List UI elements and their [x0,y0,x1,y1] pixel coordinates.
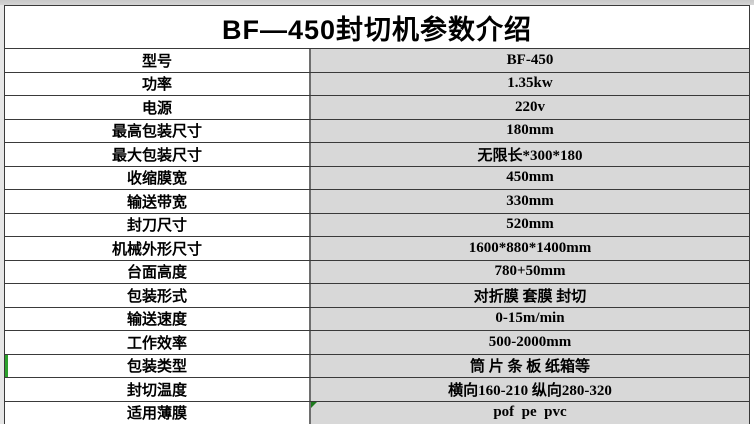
spec-value-cell[interactable]: 1600*880*1400mm [311,237,749,260]
spec-value: 330mm [506,192,554,209]
spec-value-cell[interactable]: 0-15m/min [311,307,749,330]
spec-label: 电源 [141,100,172,117]
spec-value: 横向160-210 纵向280-320 [448,382,612,399]
table-row: 包装类型 筒 片 条 板 纸箱等 [5,354,749,378]
table-title-cell[interactable]: BF—450封切机参数介绍 [5,6,749,49]
spec-table: BF—450封切机参数介绍 型号 BF-450 功率 1.35kw 电源 220… [4,5,750,424]
spec-value-cell[interactable]: 横向160-210 纵向280-320 [311,378,749,401]
spec-value: 无限长*300*180 [477,147,583,164]
table-row: 封切温度 横向160-210 纵向280-320 [5,378,749,402]
spec-value-cell[interactable]: 220v [311,96,749,119]
spec-value: 520mm [506,216,554,233]
spec-label-cell[interactable]: 功率 [5,72,311,95]
spec-label-cell[interactable]: 型号 [5,49,311,72]
table-row: 最高包装尺寸 180mm [5,119,749,143]
spec-value: BF-450 [506,51,554,68]
spec-label: 适用薄膜 [126,406,187,423]
spec-value-cell[interactable]: 筒 片 条 板 纸箱等 [311,354,749,377]
table-row: 台面高度 780+50mm [5,260,749,284]
table-row: 工作效率 500-2000mm [5,331,749,355]
spec-label-cell[interactable]: 适用薄膜 [5,401,311,424]
spec-value-cell[interactable]: 1.35kw [311,72,749,95]
spec-label: 机械外形尺寸 [111,241,202,258]
spec-label-cell[interactable]: 最高包装尺寸 [5,119,311,142]
spec-label: 台面高度 [126,265,187,282]
spec-value: 0-15m/min [495,310,565,327]
spec-label: 工作效率 [126,335,187,352]
table-row: 适用薄膜 pof pe pvc [5,401,749,424]
spec-label-cell[interactable]: 输送速度 [5,307,311,330]
spec-value-cell[interactable]: pof pe pvc [311,401,749,424]
spec-label-cell[interactable]: 机械外形尺寸 [5,237,311,260]
spec-label-cell[interactable]: 包装类型 [5,354,311,377]
table-row: 电源 220v [5,96,749,120]
spec-label: 型号 [141,53,172,70]
spec-label: 输送速度 [126,312,187,329]
spec-label: 包装类型 [126,359,187,376]
spec-value: 180mm [506,122,554,139]
table-row: 输送速度 0-15m/min [5,307,749,331]
spec-value-cell[interactable]: 500-2000mm [311,331,749,354]
table-row: 封刀尺寸 520mm [5,213,749,237]
sheet-left-margin-strip [0,5,4,424]
spec-label: 包装形式 [126,288,187,305]
spec-label: 收缩膜宽 [126,171,187,188]
table-row: 功率 1.35kw [5,72,749,96]
spec-value-cell[interactable]: 180mm [311,119,749,142]
spec-value: 1.35kw [507,75,553,92]
table-row: 最大包装尺寸 无限长*300*180 [5,143,749,167]
spec-value: 对折膜 套膜 封切 [473,288,587,305]
spec-value: 筒 片 条 板 纸箱等 [469,359,590,376]
spec-label: 输送带宽 [126,194,187,211]
spec-label-cell[interactable]: 最大包装尺寸 [5,143,311,166]
spec-value-cell[interactable]: 450mm [311,166,749,189]
table-row: 机械外形尺寸 1600*880*1400mm [5,237,749,261]
spec-value: 220v [515,98,545,115]
spec-rows: 型号 BF-450 功率 1.35kw 电源 220v 最高包装尺寸 180mm… [5,49,749,424]
sheet-top-edge-strip [0,0,754,5]
spec-value-cell[interactable]: 无限长*300*180 [311,143,749,166]
spec-label-cell[interactable]: 封切温度 [5,378,311,401]
spec-label: 封切温度 [126,382,187,399]
spec-label-cell[interactable]: 电源 [5,96,311,119]
table-row: 包装形式 对折膜 套膜 封切 [5,284,749,308]
spec-value-cell[interactable]: 330mm [311,190,749,213]
spec-label: 最大包装尺寸 [111,147,202,164]
spec-label-cell[interactable]: 收缩膜宽 [5,166,311,189]
spec-label-cell[interactable]: 工作效率 [5,331,311,354]
spec-value-cell[interactable]: BF-450 [311,49,749,72]
spec-value: 500-2000mm [488,333,572,350]
spec-value: pof pe pvc [493,404,567,421]
spec-label: 最高包装尺寸 [111,124,202,141]
spec-label-cell[interactable]: 包装形式 [5,284,311,307]
spec-value: 780+50mm [494,263,566,280]
cell-flag-icon [311,401,317,408]
spec-value: 1600*880*1400mm [468,239,592,256]
spec-value: 450mm [506,169,554,186]
selection-border [5,354,8,377]
spec-value-cell[interactable]: 对折膜 套膜 封切 [311,284,749,307]
table-row: 型号 BF-450 [5,49,749,73]
spec-label: 封刀尺寸 [126,218,187,235]
table-row: 收缩膜宽 450mm [5,166,749,190]
spec-label-cell[interactable]: 输送带宽 [5,190,311,213]
spec-label-cell[interactable]: 封刀尺寸 [5,213,311,236]
spec-label-cell[interactable]: 台面高度 [5,260,311,283]
spec-label: 功率 [141,77,172,94]
spec-value-cell[interactable]: 780+50mm [311,260,749,283]
spec-value-cell[interactable]: 520mm [311,213,749,236]
table-row: 输送带宽 330mm [5,190,749,214]
